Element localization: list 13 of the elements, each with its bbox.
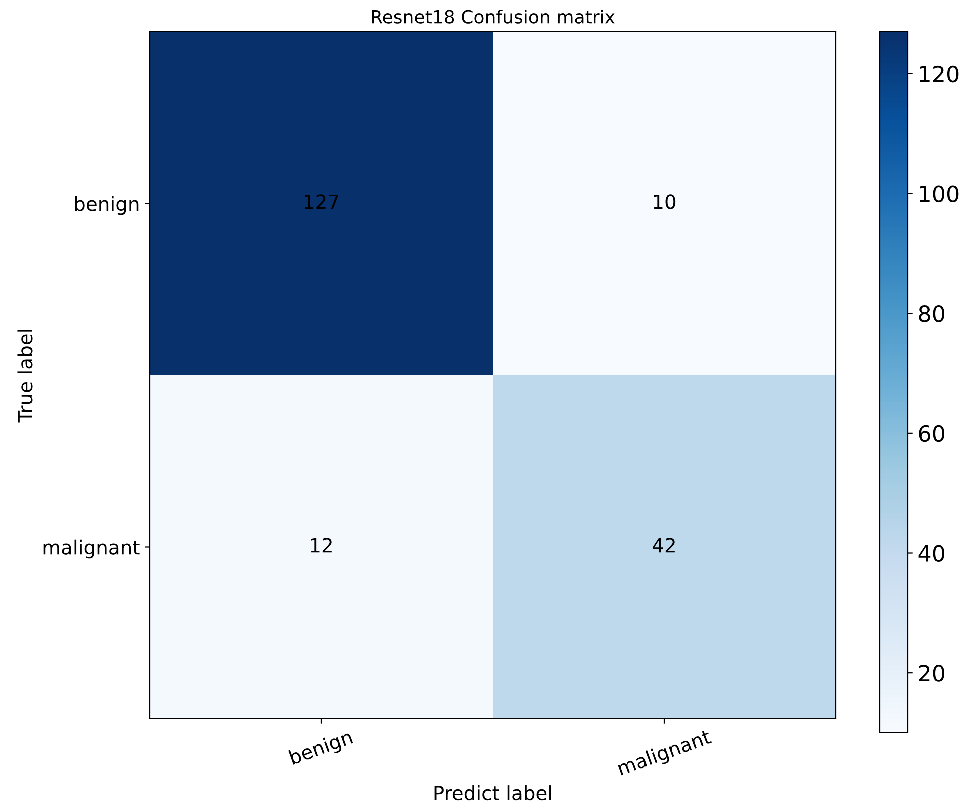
- color-bar-label: 80: [919, 306, 945, 322]
- data-label: 10: [654, 194, 676, 210]
- y-axis-title: True label: [18, 330, 33, 423]
- x-axis-title: Predict label: [434, 786, 552, 801]
- data-label: 42: [653, 538, 675, 553]
- chart-title: Resnet18 Confusion matrix: [372, 10, 615, 24]
- data-label: 12: [311, 538, 332, 553]
- data-label: 127: [305, 194, 338, 210]
- color-bar-label: 20: [919, 665, 945, 682]
- color-bar-label: 100: [920, 186, 959, 203]
- color-bar-label: 40: [918, 545, 945, 562]
- color-bar-label: 60: [919, 425, 945, 442]
- color-bar-label: 120: [920, 66, 959, 83]
